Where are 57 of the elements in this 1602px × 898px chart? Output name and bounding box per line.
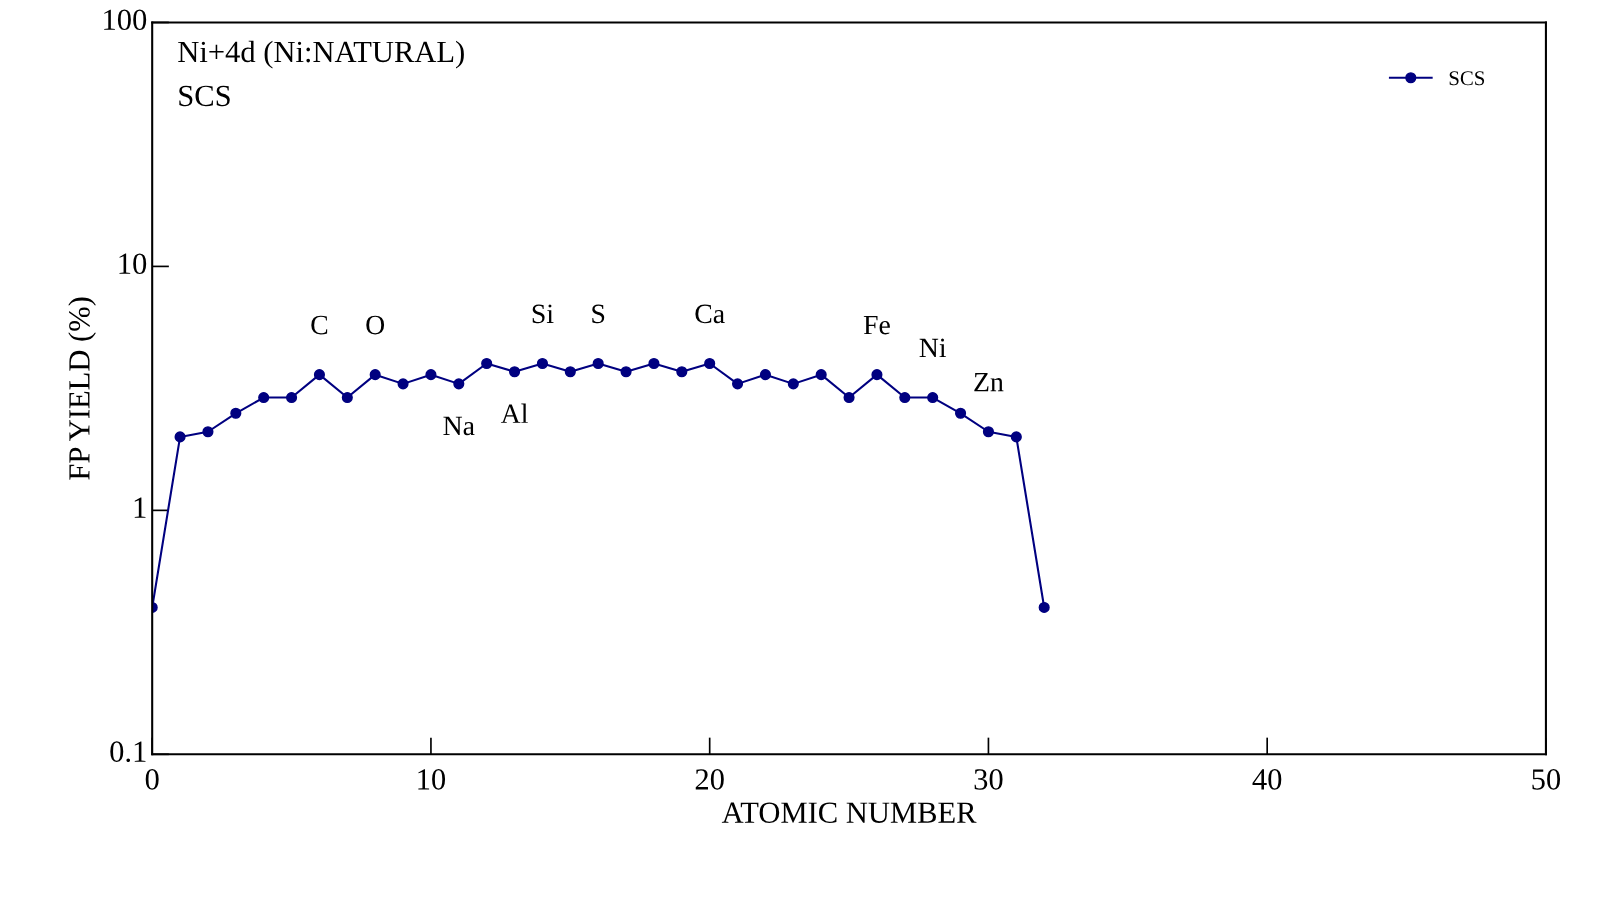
annotation: Ca: [695, 304, 725, 324]
annotation: SCS: [179, 85, 230, 107]
annotation: Ni: [919, 338, 947, 358]
legend-label: SCS: [1449, 71, 1485, 86]
annotation: O: [366, 315, 385, 335]
point: [453, 378, 465, 390]
point: [759, 369, 771, 381]
annotation: Zn: [974, 373, 1004, 392]
point: [397, 378, 409, 390]
point: [592, 357, 604, 370]
point: [955, 407, 967, 419]
point: [982, 426, 994, 438]
y-axis-title: FP YIELD (%): [68, 297, 96, 480]
point: [676, 366, 688, 378]
y-tick-label: 0.1: [110, 741, 146, 763]
y-tick-label: 100: [104, 9, 147, 31]
point: [258, 392, 270, 404]
point: [481, 357, 493, 370]
point: [202, 426, 214, 438]
x-tick-label: 0: [145, 769, 159, 790]
x-tick-label: 50: [1532, 769, 1561, 790]
point: [620, 366, 632, 378]
y-tick-label: 10: [119, 253, 147, 275]
point: [230, 407, 242, 419]
point: [425, 369, 437, 381]
point: [341, 392, 353, 404]
annotation: Na: [443, 416, 475, 436]
point: [1038, 601, 1050, 613]
point: [815, 369, 827, 381]
point: [927, 392, 939, 404]
annotation: Fe: [863, 315, 890, 335]
point: [313, 369, 325, 381]
x-axis-title: ATOMIC NUMBER: [721, 802, 977, 823]
x-tick-label: 40: [1252, 769, 1282, 790]
annotation: Ni+4d (Ni:NATURAL): [178, 40, 464, 69]
annotation: Si: [532, 304, 554, 324]
point: [536, 357, 548, 370]
point: [564, 366, 576, 378]
x-tick-label: 10: [418, 769, 446, 790]
point: [509, 366, 521, 378]
point: [871, 369, 883, 381]
point: [369, 369, 381, 381]
point: [174, 431, 186, 443]
x-tick-label: 20: [695, 769, 724, 790]
point: [732, 378, 744, 390]
point: [899, 392, 911, 404]
x-tick-label: 30: [974, 769, 1003, 790]
annotation: Al: [500, 403, 528, 423]
point: [787, 378, 799, 390]
point: [704, 357, 716, 370]
y-tick-label: 1: [134, 497, 146, 518]
annotation: S: [592, 304, 605, 324]
point: [843, 392, 855, 404]
point: [648, 357, 660, 370]
annotation: C: [311, 315, 328, 335]
point: [1010, 431, 1022, 443]
point: [286, 392, 298, 404]
